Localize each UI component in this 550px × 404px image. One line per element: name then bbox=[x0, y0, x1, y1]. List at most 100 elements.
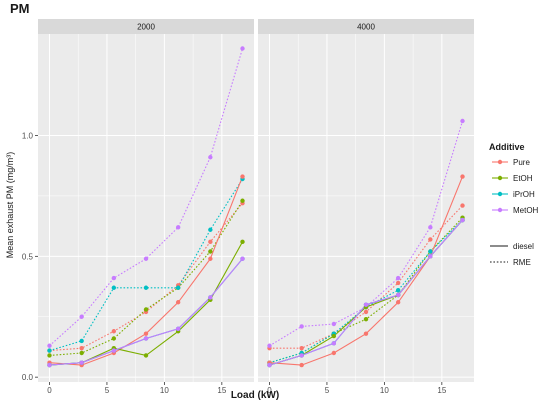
data-point-etoh-rme bbox=[111, 336, 117, 341]
data-point-metoh-rme bbox=[47, 343, 52, 348]
data-point-metoh-diesel bbox=[331, 341, 337, 346]
fuel-legend: diesel RME bbox=[490, 242, 534, 267]
panel-4000: 4000 0 5 10 15 bbox=[258, 19, 474, 395]
legend-item-iproh: iPrOH bbox=[492, 190, 535, 199]
data-point-metoh-rme bbox=[395, 275, 401, 281]
data-point-metoh-diesel bbox=[363, 302, 369, 307]
legend-item-rme: RME bbox=[490, 258, 531, 267]
strip-label: 4000 bbox=[357, 23, 375, 32]
x-tick-label: 15 bbox=[437, 386, 446, 395]
data-point-metoh-rme bbox=[111, 275, 117, 281]
y-tick-label: 1.0 bbox=[22, 132, 34, 141]
legend-label: diesel bbox=[513, 242, 534, 251]
data-point-metoh-diesel bbox=[428, 254, 433, 259]
x-tick-label: 15 bbox=[217, 386, 226, 395]
data-point-etoh-rme bbox=[143, 307, 149, 312]
data-point-pure-rme bbox=[299, 345, 304, 351]
data-point-metoh-rme bbox=[428, 225, 433, 230]
legend-item-pure: Pure bbox=[492, 158, 530, 167]
data-point-metoh-diesel bbox=[299, 353, 304, 358]
data-point-pure-diesel bbox=[395, 300, 401, 305]
additive-legend: Pure EtOH iPrOH MetOH bbox=[492, 158, 539, 215]
data-point-pure-diesel bbox=[299, 362, 304, 368]
data-point-metoh-diesel bbox=[460, 217, 465, 223]
x-tick-label: 5 bbox=[325, 386, 330, 395]
legend-label: RME bbox=[513, 258, 531, 267]
data-point-etoh-rme bbox=[79, 350, 84, 356]
y-tick-label: 0.0 bbox=[22, 373, 34, 382]
data-point-metoh-rme bbox=[331, 321, 337, 327]
legend-key-point bbox=[497, 175, 503, 181]
data-point-metoh-diesel bbox=[143, 336, 149, 341]
panel-background bbox=[258, 34, 474, 382]
y-tick-label: 0.5 bbox=[22, 252, 34, 261]
data-point-pure-rme bbox=[395, 280, 401, 286]
panel-2000: 2000 0 5 10 15 0.0 0.5 1.0 bbox=[22, 19, 254, 395]
panels: 2000 0 5 10 15 0.0 0.5 1.0 4000 0 5 10 15 bbox=[22, 19, 474, 395]
strip-background bbox=[258, 19, 474, 34]
legend-label: MetOH bbox=[513, 206, 539, 215]
data-point-pure-diesel bbox=[460, 174, 465, 179]
data-point-etoh-diesel bbox=[143, 353, 149, 358]
data-point-metoh-diesel bbox=[79, 360, 84, 365]
x-tick-label: 5 bbox=[105, 386, 110, 395]
data-point-metoh-diesel bbox=[175, 326, 181, 332]
data-point-iproh-rme bbox=[79, 338, 84, 344]
data-point-iproh-rme bbox=[428, 249, 433, 254]
x-tick-label: 0 bbox=[267, 386, 272, 395]
data-point-etoh-rme bbox=[240, 198, 245, 203]
data-point-metoh-diesel bbox=[267, 362, 272, 368]
data-point-metoh-diesel bbox=[47, 362, 52, 368]
y-axis-label: Mean exhaust PM (mg/m³) bbox=[5, 152, 15, 259]
data-point-etoh-diesel bbox=[331, 333, 337, 339]
legend-label: Pure bbox=[513, 158, 530, 167]
legend-item-etoh: EtOH bbox=[492, 174, 533, 183]
data-point-iproh-rme bbox=[208, 227, 213, 232]
data-point-iproh-rme bbox=[47, 348, 52, 353]
data-point-metoh-rme bbox=[143, 256, 149, 261]
data-point-pure-diesel bbox=[175, 300, 181, 305]
strip-background bbox=[38, 19, 254, 34]
data-point-iproh-rme bbox=[175, 285, 181, 290]
data-point-iproh-rme bbox=[111, 285, 117, 290]
data-point-pure-rme bbox=[79, 345, 84, 351]
data-point-metoh-diesel bbox=[240, 256, 245, 261]
data-point-metoh-rme bbox=[240, 46, 245, 51]
data-point-etoh-diesel bbox=[240, 239, 245, 245]
legend-label: EtOH bbox=[513, 174, 533, 183]
panel-background bbox=[38, 34, 254, 382]
legend-title: Additive bbox=[489, 142, 525, 152]
data-point-pure-rme bbox=[363, 309, 369, 315]
data-point-etoh-rme bbox=[363, 316, 369, 322]
data-point-iproh-rme bbox=[143, 285, 149, 290]
strip-label: 2000 bbox=[137, 23, 155, 32]
data-point-pure-diesel bbox=[143, 331, 149, 336]
data-point-pure-diesel bbox=[363, 331, 369, 336]
data-point-metoh-rme bbox=[208, 155, 213, 160]
data-point-pure-diesel bbox=[208, 256, 213, 261]
data-point-metoh-diesel bbox=[111, 348, 117, 353]
x-tick-label: 10 bbox=[380, 386, 389, 395]
data-point-metoh-rme bbox=[460, 118, 465, 124]
data-point-etoh-rme bbox=[208, 249, 213, 254]
data-point-etoh-rme bbox=[47, 353, 52, 358]
legend-key-point bbox=[497, 207, 503, 213]
data-point-pure-rme bbox=[208, 239, 213, 245]
data-point-pure-diesel bbox=[331, 350, 337, 356]
legend: Additive Pure EtOH iPrOH MetOH diesel RME bbox=[489, 142, 539, 267]
legend-label: iPrOH bbox=[513, 190, 535, 199]
data-point-pure-rme bbox=[460, 203, 465, 208]
x-axis-label: Load (kW) bbox=[231, 390, 279, 401]
data-point-pure-diesel bbox=[240, 174, 245, 179]
x-tick-label: 10 bbox=[160, 386, 169, 395]
data-point-metoh-rme bbox=[79, 314, 84, 319]
x-tick-label: 0 bbox=[47, 386, 52, 395]
data-point-metoh-rme bbox=[267, 343, 272, 348]
data-point-pure-rme bbox=[111, 329, 117, 334]
data-point-metoh-diesel bbox=[208, 295, 213, 300]
chart-title: PM bbox=[10, 1, 30, 16]
legend-item-diesel: diesel bbox=[490, 242, 534, 251]
data-point-iproh-rme bbox=[395, 287, 401, 293]
data-point-metoh-rme bbox=[299, 324, 304, 329]
